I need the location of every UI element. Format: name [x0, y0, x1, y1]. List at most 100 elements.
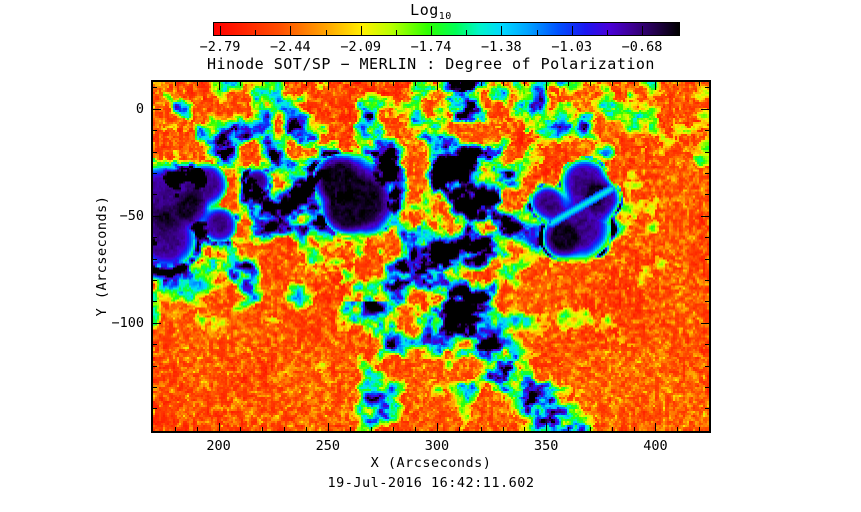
plot-area	[151, 80, 711, 433]
colorbar	[213, 22, 680, 36]
x-major-tick	[218, 82, 220, 90]
x-major-tick	[546, 423, 548, 431]
x-minor-tick	[568, 82, 570, 86]
colorbar-tick-label: −0.68	[621, 39, 663, 55]
y-minor-tick	[705, 301, 709, 303]
x-major-tick	[437, 423, 438, 431]
y-minor-tick	[153, 408, 157, 410]
x-major-tick	[327, 423, 329, 431]
x-minor-tick	[633, 427, 635, 431]
y-minor-tick	[705, 408, 709, 410]
x-minor-tick	[240, 82, 242, 86]
x-minor-tick	[196, 427, 198, 431]
x-tick-label: 400	[643, 438, 668, 454]
colorbar-minor-tick	[325, 30, 327, 35]
colorbar-major-tick	[290, 26, 292, 35]
timestamp: 19-Jul-2016 16:42:11.602	[327, 475, 535, 491]
x-minor-tick	[480, 82, 482, 86]
x-major-tick	[437, 82, 438, 90]
x-minor-tick	[480, 427, 482, 431]
colorbar-tick-label: −1.74	[410, 39, 452, 55]
x-minor-tick	[524, 427, 526, 431]
x-tick-label: 350	[534, 438, 559, 454]
x-minor-tick	[458, 427, 460, 431]
x-minor-tick	[524, 82, 526, 86]
y-minor-tick	[153, 237, 157, 239]
y-major-tick	[701, 215, 709, 217]
x-minor-tick	[393, 427, 395, 431]
x-minor-tick	[502, 82, 504, 86]
x-minor-tick	[305, 427, 307, 431]
x-minor-tick	[262, 82, 264, 86]
x-minor-tick	[611, 427, 613, 431]
x-minor-tick	[415, 82, 417, 86]
y-minor-tick	[705, 151, 709, 153]
x-major-tick	[655, 423, 657, 431]
y-minor-tick	[705, 130, 709, 132]
y-minor-tick	[705, 237, 709, 239]
colorbar-major-tick	[431, 26, 432, 35]
x-minor-tick	[371, 82, 373, 86]
colorbar-minor-tick	[395, 30, 397, 35]
colorbar-major-tick	[360, 26, 362, 35]
y-minor-tick	[153, 130, 157, 132]
y-minor-tick	[153, 194, 157, 196]
x-tick-label: 200	[206, 438, 231, 454]
x-major-tick	[218, 423, 220, 431]
colorbar-title-subscript: 10	[438, 11, 452, 22]
x-minor-tick	[458, 82, 460, 86]
x-minor-tick	[393, 82, 395, 86]
x-minor-tick	[589, 427, 591, 431]
y-minor-tick	[153, 279, 157, 281]
y-minor-tick	[705, 279, 709, 281]
heatmap-canvas	[153, 82, 709, 431]
y-major-tick	[701, 322, 709, 324]
y-tick-label: −100	[111, 314, 144, 331]
x-axis-title: X (Arcseconds)	[370, 455, 492, 471]
y-minor-tick	[153, 386, 157, 388]
x-minor-tick	[284, 427, 286, 431]
y-minor-tick	[705, 87, 709, 89]
x-tick-label: 300	[424, 438, 450, 454]
colorbar-major-tick	[571, 26, 573, 35]
x-minor-tick	[502, 427, 504, 431]
x-minor-tick	[611, 82, 613, 86]
colorbar-tick-label: −1.38	[481, 39, 522, 55]
x-minor-tick	[699, 427, 701, 431]
y-minor-tick	[705, 386, 709, 388]
y-minor-tick	[153, 258, 157, 260]
x-minor-tick	[174, 82, 176, 86]
x-minor-tick	[262, 427, 264, 431]
x-minor-tick	[677, 427, 679, 431]
y-major-tick	[701, 108, 709, 110]
y-major-tick	[153, 322, 161, 324]
colorbar-minor-tick	[606, 30, 608, 35]
y-minor-tick	[153, 301, 157, 303]
x-minor-tick	[284, 82, 286, 86]
x-minor-tick	[633, 82, 635, 86]
colorbar-tick-label: −2.44	[270, 39, 311, 55]
colorbar-gradient	[214, 23, 679, 35]
y-minor-tick	[153, 151, 157, 153]
colorbar-tick-label: −2.79	[199, 39, 241, 55]
y-minor-tick	[705, 258, 709, 260]
x-minor-tick	[415, 427, 417, 431]
x-minor-tick	[174, 427, 176, 431]
colorbar-title-text: Log	[410, 1, 439, 19]
y-minor-tick	[705, 194, 709, 196]
x-minor-tick	[240, 427, 242, 431]
x-minor-tick	[677, 82, 679, 86]
x-major-tick	[327, 82, 329, 90]
colorbar-tick-label: −2.09	[340, 39, 381, 55]
x-minor-tick	[349, 427, 351, 431]
colorbar-title: Log10	[151, 1, 711, 22]
x-major-tick	[546, 82, 548, 90]
x-minor-tick	[196, 82, 198, 86]
y-minor-tick	[705, 344, 709, 346]
colorbar-major-tick	[220, 26, 221, 35]
y-minor-tick	[705, 365, 709, 367]
plot-title: Hinode SOT/SP − MERLIN : Degree of Polar…	[207, 55, 655, 73]
y-tick-label: −50	[119, 207, 144, 224]
x-major-tick	[655, 82, 657, 90]
